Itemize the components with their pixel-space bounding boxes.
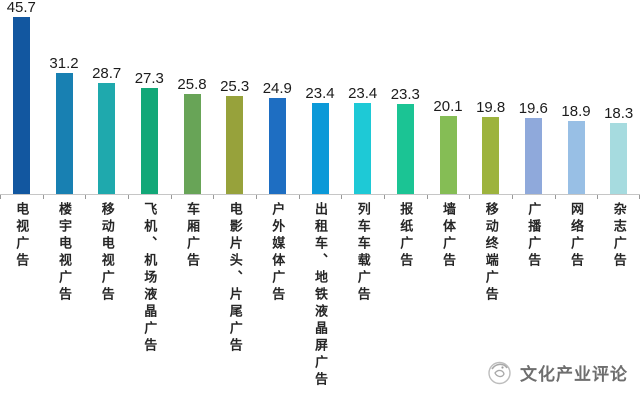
value-label: 20.1	[433, 98, 463, 115]
axis-tick	[341, 195, 342, 199]
category-label: 广播广告	[526, 202, 542, 270]
value-label: 25.3	[220, 78, 250, 95]
bar-12	[524, 118, 542, 194]
axis-tick	[384, 195, 385, 199]
axis-tick	[85, 195, 86, 199]
axis-tick	[299, 195, 300, 199]
axis-tick	[427, 195, 428, 199]
bar-6	[268, 98, 286, 194]
bar-2	[98, 83, 116, 194]
watermark: 文化产业评论	[486, 359, 628, 386]
axis-tick	[512, 195, 513, 199]
bar-8	[354, 103, 372, 194]
axis-tick	[597, 195, 598, 199]
value-label: 23.3	[390, 86, 420, 103]
watermark-text: 文化产业评论	[520, 365, 628, 384]
bar-11	[482, 117, 500, 194]
category-label: 出租车、地铁液晶屏广告	[313, 202, 328, 389]
bar-13	[567, 121, 585, 194]
x-axis-line	[0, 194, 640, 195]
axis-tick	[469, 195, 470, 199]
bar-4	[183, 94, 201, 194]
value-label: 18.9	[561, 103, 591, 120]
value-label: 27.3	[134, 70, 164, 87]
category-label: 报纸广告	[398, 202, 414, 270]
bar-9	[396, 104, 414, 194]
axis-tick	[0, 195, 1, 199]
bar-3	[140, 88, 158, 194]
category-label: 车厢广告	[185, 202, 200, 270]
value-label: 19.6	[518, 100, 548, 117]
value-label: 23.4	[305, 85, 335, 102]
axis-tick	[128, 195, 129, 199]
swirl-logo-icon	[488, 361, 511, 385]
category-label: 电视广告	[14, 202, 30, 270]
bar-5	[226, 96, 244, 194]
axis-tick	[256, 195, 257, 199]
value-label: 19.8	[476, 99, 506, 116]
value-label: 31.2	[49, 55, 79, 72]
category-label: 杂志广告	[611, 202, 627, 270]
bar-0	[12, 17, 30, 194]
category-label: 飞机、机场液晶广告	[142, 202, 158, 355]
bar-1	[55, 73, 73, 194]
category-label: 列车车载广告	[355, 202, 371, 304]
bar-10	[439, 116, 457, 194]
value-label: 45.7	[6, 0, 36, 16]
category-label: 户外媒体广告	[270, 202, 286, 304]
value-label: 18.3	[604, 105, 634, 122]
value-label: 24.9	[262, 80, 292, 97]
axis-tick	[555, 195, 556, 199]
value-label: 25.8	[177, 76, 207, 93]
category-label: 移动终端广告	[483, 202, 499, 304]
category-label: 楼宇电视广告	[57, 202, 72, 304]
axis-tick	[43, 195, 44, 199]
category-label: 网络广告	[569, 202, 584, 270]
value-label: 23.4	[348, 85, 378, 102]
category-label: 移动电视广告	[99, 202, 115, 304]
bar-14	[610, 123, 628, 194]
category-label: 墙体广告	[441, 202, 456, 270]
bar-7	[311, 103, 329, 194]
axis-tick	[213, 195, 214, 199]
category-label: 电影片头、片尾广告	[227, 202, 243, 355]
value-label: 28.7	[92, 65, 122, 82]
axis-tick	[171, 195, 172, 199]
